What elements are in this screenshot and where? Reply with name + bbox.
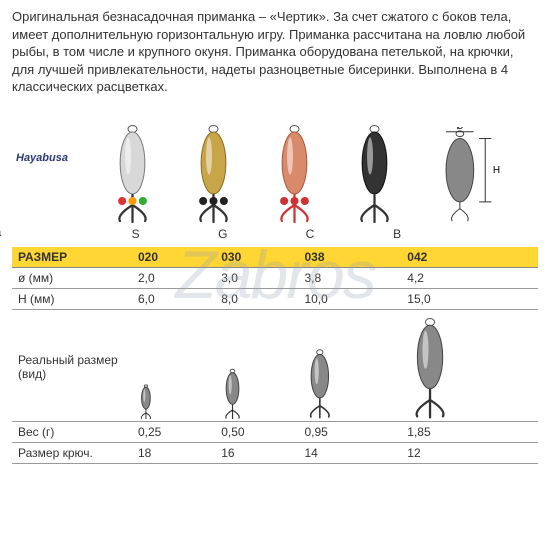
table-cell: 14 bbox=[298, 442, 401, 463]
lure-variant bbox=[352, 123, 397, 223]
variant-code: G bbox=[188, 227, 258, 241]
table-header-row: РАЗМЕР020030038042 bbox=[12, 247, 538, 268]
lure-variant bbox=[110, 123, 155, 223]
table-header-cell: 038 bbox=[298, 247, 401, 268]
table-row: H (мм)6,08,010,015,0 bbox=[12, 288, 538, 309]
table-header-cell: РАЗМЕР bbox=[12, 247, 132, 268]
table-cell: Вес (г) bbox=[12, 421, 132, 442]
dimension-diagram: Ø H bbox=[433, 127, 510, 223]
table-cell: 0,50 bbox=[215, 421, 298, 442]
lure-variant bbox=[191, 123, 236, 223]
table-header-cell: 030 bbox=[215, 247, 298, 268]
product-description: Оригинальная безнасадочная приманка – «Ч… bbox=[12, 8, 538, 96]
table-cell: 12 bbox=[401, 442, 538, 463]
real-size-label: Реальный размер (вид) bbox=[12, 309, 132, 421]
table-cell: 18 bbox=[132, 442, 215, 463]
color-variants-row: Ø H bbox=[12, 108, 538, 223]
table-cell: 10,0 bbox=[298, 288, 401, 309]
variant-code: S bbox=[101, 227, 171, 241]
real-size-row: Реальный размер (вид) bbox=[12, 309, 538, 421]
table-cell: 16 bbox=[215, 442, 298, 463]
svg-text:Ø: Ø bbox=[457, 127, 464, 131]
real-size-cell bbox=[401, 309, 538, 421]
table-row: ø (мм)2,03,03,84,2 bbox=[12, 267, 538, 288]
table-cell: 3,0 bbox=[215, 267, 298, 288]
variant-code: C bbox=[275, 227, 345, 241]
table-cell: 2,0 bbox=[132, 267, 215, 288]
spec-table: РАЗМЕР020030038042 ø (мм)2,03,03,84,2H (… bbox=[12, 247, 538, 464]
table-row: Размер крюч.18161412 bbox=[12, 442, 538, 463]
table-cell: 3,8 bbox=[298, 267, 401, 288]
table-cell: H (мм) bbox=[12, 288, 132, 309]
table-row: Вес (г)0,250,500,951,85 bbox=[12, 421, 538, 442]
table-cell: ø (мм) bbox=[12, 267, 132, 288]
table-cell: 4,2 bbox=[401, 267, 538, 288]
table-cell: 15,0 bbox=[401, 288, 538, 309]
table-cell: 6,0 bbox=[132, 288, 215, 309]
color-codes-row: Расцветка SGCB bbox=[12, 227, 538, 241]
brand-logo: Hayabusa bbox=[16, 152, 68, 164]
table-cell: 0,25 bbox=[132, 421, 215, 442]
table-header-cell: 042 bbox=[401, 247, 538, 268]
color-section-label: Расцветка bbox=[0, 225, 1, 239]
variant-code: B bbox=[362, 227, 432, 241]
table-header-cell: 020 bbox=[132, 247, 215, 268]
table-cell: 8,0 bbox=[215, 288, 298, 309]
table-cell: 1,85 bbox=[401, 421, 538, 442]
table-cell: 0,95 bbox=[298, 421, 401, 442]
table-cell: Размер крюч. bbox=[12, 442, 132, 463]
real-size-cell bbox=[298, 309, 401, 421]
svg-text:H: H bbox=[493, 165, 500, 176]
lure-variant bbox=[272, 123, 317, 223]
real-size-cell bbox=[215, 309, 298, 421]
real-size-cell bbox=[132, 309, 215, 421]
